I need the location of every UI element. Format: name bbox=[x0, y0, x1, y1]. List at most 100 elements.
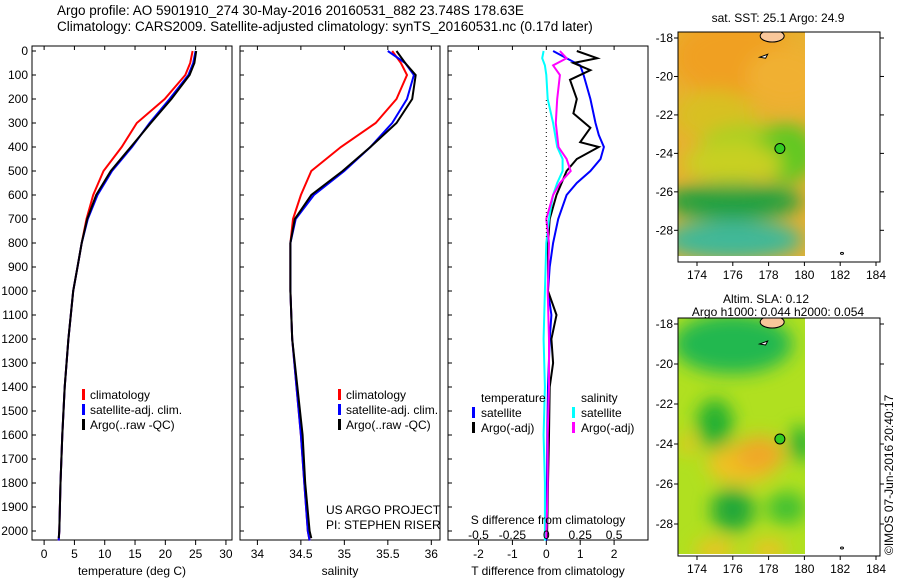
y-tick-label: 1600 bbox=[1, 428, 28, 442]
y-tick-label: 1100 bbox=[2, 308, 28, 322]
panel-salinity: 34 34.5 35 35.5 36 salinity climatologysatelli… bbox=[239, 45, 441, 578]
legend-label: satellite-adj. clim. bbox=[346, 403, 438, 417]
x-tick-label: 0 bbox=[543, 547, 550, 561]
x-tick-label: 36 bbox=[425, 547, 439, 561]
x-tick-label: 5 bbox=[71, 547, 78, 561]
field-blob bbox=[678, 183, 803, 220]
lon-tick-label: 180 bbox=[794, 562, 814, 576]
lon-tick-label: 180 bbox=[794, 268, 814, 282]
figure-title-line2: Climatology: CARS2009. Satellite-adjuste… bbox=[57, 19, 593, 34]
map-frame bbox=[677, 31, 881, 263]
series-line-s-argo-adj- bbox=[545, 50, 572, 539]
x-tick-label: 1 bbox=[577, 547, 584, 561]
land-fiji bbox=[759, 32, 785, 43]
legend-swatch bbox=[82, 389, 85, 400]
field-blob bbox=[710, 488, 755, 532]
legend-title-salinity: salinity bbox=[581, 391, 618, 405]
series-line-t-satellite bbox=[545, 50, 605, 541]
land-fiji bbox=[759, 318, 785, 329]
lon-tick-label: 182 bbox=[830, 562, 850, 576]
y-tick-label: 0 bbox=[21, 44, 28, 58]
lon-tick-label: 184 bbox=[866, 562, 886, 576]
legend-swatch bbox=[472, 407, 475, 418]
legend-label: satellite-adj. clim. bbox=[90, 403, 182, 417]
y-tick-label: 1000 bbox=[1, 284, 28, 298]
x-tick-label: 25 bbox=[189, 547, 203, 561]
s-tick-label: 0.5 bbox=[606, 528, 623, 542]
series-line-t-argo-adj- bbox=[546, 50, 602, 539]
legend-swatch bbox=[572, 422, 575, 433]
lon-tick-label: 178 bbox=[759, 268, 779, 282]
field-blob bbox=[750, 540, 787, 554]
x-tick-label: 35 bbox=[338, 547, 352, 561]
x-axis-label: temperature (deg C) bbox=[78, 564, 186, 578]
legend-label: climatology bbox=[90, 388, 150, 402]
series-line-s-satellite bbox=[541, 50, 564, 541]
legend-label: Argo(..raw -QC) bbox=[90, 418, 175, 432]
field-blob bbox=[694, 540, 735, 554]
legend-swatch bbox=[338, 419, 341, 430]
figure-title-line1: Argo profile: AO 5901910_274 30-May-2016… bbox=[57, 3, 524, 18]
land-island bbox=[757, 53, 769, 59]
lon-tick-label: 184 bbox=[866, 268, 886, 282]
map-title: Argo h1000: 0.044 h2000: 0.054 bbox=[692, 305, 864, 319]
map-title: Altim. SLA: 0.12 bbox=[723, 292, 809, 306]
series-line-climatology bbox=[289, 50, 409, 541]
lat-tick-label: -20 bbox=[656, 357, 674, 371]
legend-title-temperature: temperature bbox=[481, 391, 546, 405]
field-blob bbox=[682, 143, 783, 183]
series-line-argo-raw-qc- bbox=[57, 50, 198, 539]
field-blob bbox=[678, 219, 803, 256]
legend-swatch bbox=[338, 404, 341, 415]
s-tick-label: 0.25 bbox=[569, 528, 593, 542]
field-blob bbox=[678, 318, 793, 374]
x-tick-label: 34 bbox=[251, 547, 265, 561]
y-tick-label: 1400 bbox=[1, 380, 28, 394]
argo-float-marker bbox=[774, 143, 786, 155]
land-island bbox=[757, 340, 769, 346]
field-blob bbox=[696, 399, 733, 449]
panel-frame bbox=[447, 45, 649, 541]
lat-tick-label: -24 bbox=[656, 437, 674, 451]
legend-swatch bbox=[82, 404, 85, 415]
legend-label: climatology bbox=[346, 388, 406, 402]
island-outline bbox=[839, 251, 844, 255]
x-axis-label: T difference from climatology bbox=[471, 564, 625, 578]
x-tick-label: 35.5 bbox=[376, 547, 400, 561]
lat-tick-label: -18 bbox=[656, 317, 674, 331]
lon-tick-label: 176 bbox=[723, 268, 743, 282]
legend-label: satellite bbox=[581, 406, 622, 420]
y-tick-label: 2000 bbox=[1, 524, 28, 538]
y-tick-label: 1200 bbox=[1, 332, 28, 346]
legend-swatch bbox=[472, 422, 475, 433]
x-tick-label: 0 bbox=[41, 547, 48, 561]
lat-tick-label: -18 bbox=[656, 31, 674, 45]
lat-tick-label: -28 bbox=[656, 223, 674, 237]
map-sst: 174 176 178 180 182 184 -18 -20 -22 -24 -26 -28 sat.… bbox=[656, 11, 887, 282]
x-tick-label: 34.5 bbox=[289, 547, 313, 561]
y-tick-label: 500 bbox=[8, 164, 28, 178]
island-outline bbox=[839, 546, 844, 550]
series-line-climatology bbox=[57, 50, 194, 541]
credit-text: ©IMOS 07-Jun-2016 20:40:17 bbox=[882, 394, 896, 555]
y-tick-label: 800 bbox=[8, 236, 28, 250]
field-blob bbox=[734, 436, 785, 472]
x-tick-label: 30 bbox=[219, 547, 233, 561]
y-tick-label: 1900 bbox=[1, 500, 28, 514]
y-tick-label: 1700 bbox=[1, 452, 28, 466]
legend-swatch bbox=[82, 419, 85, 430]
y-tick-label: 900 bbox=[8, 260, 28, 274]
lat-tick-label: -26 bbox=[656, 185, 674, 199]
map-sla: 174 176 178 180 182 184 -18 -20 -22 -24 -26 -28 Alti… bbox=[656, 292, 887, 576]
field-blob bbox=[766, 492, 805, 524]
map-sst-image bbox=[678, 32, 805, 256]
lat-tick-label: -28 bbox=[656, 517, 674, 531]
lon-tick-label: 176 bbox=[723, 562, 743, 576]
field-blob bbox=[746, 46, 805, 107]
x-tick-label: -2 bbox=[473, 547, 484, 561]
lat-tick-label: -22 bbox=[656, 397, 674, 411]
panel-differences: -2 -1 0 1 2 T difference from climatology S di… bbox=[447, 45, 649, 578]
legend-label: satellite bbox=[481, 406, 522, 420]
